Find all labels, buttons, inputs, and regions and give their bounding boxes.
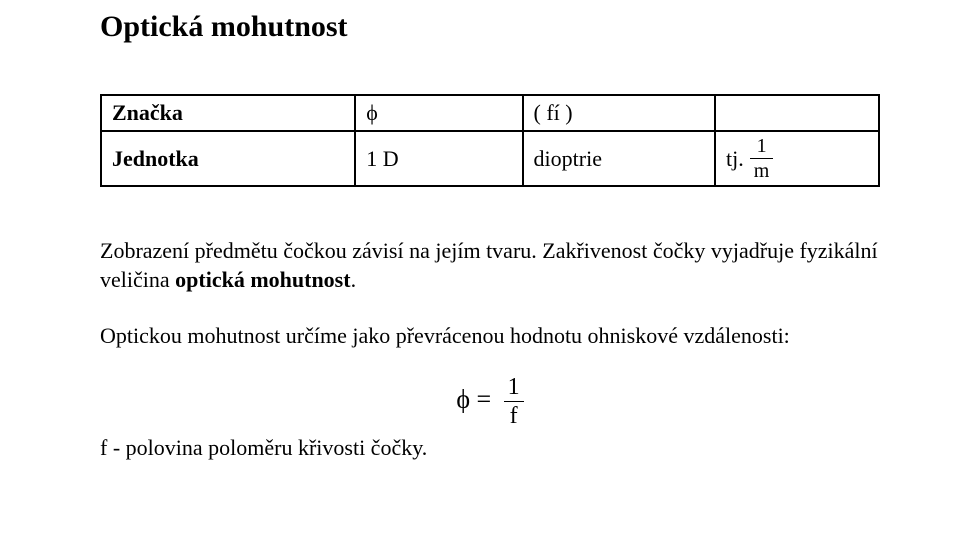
table-row: Jednotka 1 D dioptrie tj. 1 m xyxy=(101,131,879,186)
fraction-one-over-m: 1 m xyxy=(750,136,774,181)
quantity-table: Značka ϕ ( fí ) Jednotka 1 D dioptrie tj… xyxy=(100,94,880,187)
cell-label: Značka xyxy=(101,95,355,131)
paragraph-2: Optickou mohutnost určíme jako převrácen… xyxy=(100,322,880,351)
para1-bold: optická mohutnost xyxy=(175,267,350,292)
phi-symbol: ϕ xyxy=(366,100,378,125)
cell-extra: tj. 1 m xyxy=(715,131,879,186)
fraction-numerator: 1 xyxy=(750,136,774,159)
paragraph-1: Zobrazení předmětu čočkou závisí na její… xyxy=(100,237,880,294)
cell-name: dioptrie xyxy=(523,131,716,186)
page-title: Optická mohutnost xyxy=(100,10,880,44)
cell-extra xyxy=(715,95,879,131)
fraction-denominator: m xyxy=(750,159,774,181)
paragraph-3: f - polovina poloměru křivosti čočky. xyxy=(100,434,880,463)
fraction-one-over-f: 1 f xyxy=(504,375,524,428)
cell-symbol: ϕ xyxy=(355,95,522,131)
fraction-denominator: f xyxy=(504,402,524,428)
document-page: Optická mohutnost Značka ϕ ( fí ) Jednot… xyxy=(0,0,960,472)
cell-name: ( fí ) xyxy=(523,95,716,131)
fraction-numerator: 1 xyxy=(504,375,524,402)
para1-after: . xyxy=(351,267,357,292)
table-row: Značka ϕ ( fí ) xyxy=(101,95,879,131)
formula: ϕ = 1 f xyxy=(100,375,880,428)
cell-label: Jednotka xyxy=(101,131,355,186)
formula-left: ϕ = xyxy=(456,384,491,413)
tj-text: tj. xyxy=(726,146,744,172)
cell-symbol: 1 D xyxy=(355,131,522,186)
